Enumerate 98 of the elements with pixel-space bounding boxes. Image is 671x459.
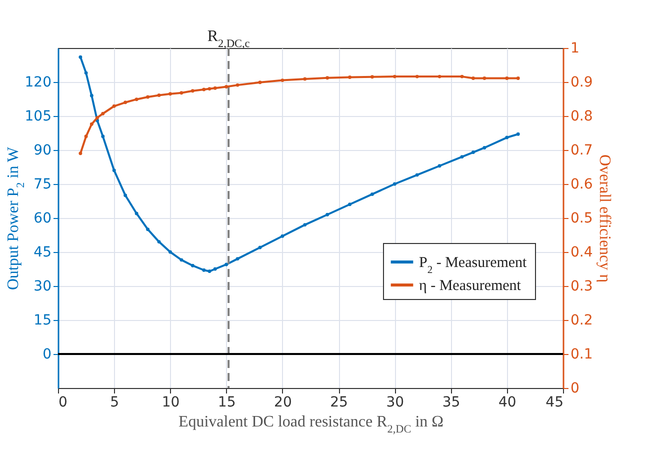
x-tick-label: 15: [218, 394, 236, 410]
x-tick-label: 25: [330, 394, 348, 410]
point: [180, 258, 184, 262]
point: [190, 89, 194, 93]
point: [202, 268, 206, 272]
x-tick-label: 0: [58, 394, 68, 410]
point: [460, 155, 464, 159]
x-tick-label: 30: [386, 394, 404, 410]
point: [438, 74, 442, 78]
y2-axis-title: Overall efficiency η: [596, 154, 613, 283]
x-axis-title: Equivalent DC load resistance R$_{2,DC}$ in Ω: [178, 414, 444, 436]
x-tick-label: 5: [110, 394, 120, 410]
point: [157, 240, 161, 244]
y2-tick-label: 0.7: [570, 142, 593, 158]
ref-line-label: R$_{2,DC,c}$: [207, 28, 250, 50]
point: [96, 116, 100, 120]
y2-tick-label: 0.8: [570, 108, 593, 124]
y2-tick-label: 0.1: [570, 346, 593, 362]
point: [84, 71, 88, 75]
point: [482, 76, 486, 80]
point: [303, 77, 307, 81]
x-tick-label: 10: [162, 394, 180, 410]
point: [258, 80, 262, 84]
point: [258, 246, 262, 250]
y-tick-label: 105: [24, 108, 52, 124]
y2-tick-label: 1: [570, 40, 580, 56]
point: [348, 76, 352, 79]
point: [370, 192, 374, 196]
y2-tick-label: 0.9: [570, 74, 593, 90]
point: [168, 92, 172, 96]
point: [124, 194, 128, 198]
point: [90, 94, 94, 98]
y2-tick-label: 0: [570, 380, 580, 396]
point: [236, 83, 240, 87]
point: [370, 75, 374, 79]
point: [78, 152, 82, 156]
x-tick-label: 35: [442, 394, 460, 410]
point: [213, 267, 217, 271]
point: [213, 86, 217, 90]
point: [112, 168, 116, 172]
y-tick-label: 0: [42, 346, 52, 362]
y-tick-label: 120: [24, 74, 52, 90]
point: [303, 223, 307, 227]
x-tick-label: 20: [274, 394, 292, 410]
point: [460, 74, 464, 78]
point: [224, 262, 228, 266]
y-tick-label: 60: [34, 210, 52, 226]
y2-tick-label: 0.6: [570, 176, 593, 192]
point: [516, 132, 520, 136]
legend-label: P$_{2}$ - Measurement: [419, 255, 528, 276]
point: [280, 234, 284, 238]
point: [101, 134, 105, 138]
point: [146, 228, 150, 232]
point: [236, 257, 240, 261]
y-tick-label: 75: [34, 176, 52, 192]
point: [280, 78, 284, 82]
point: [392, 74, 396, 78]
point: [348, 202, 352, 206]
point: [101, 112, 105, 116]
legend-label: η - Measurement: [419, 278, 522, 294]
y-tick-label: 30: [34, 278, 52, 294]
point: [415, 74, 419, 78]
y2-tick-label: 0.5: [570, 210, 593, 226]
point: [208, 87, 212, 91]
point: [208, 270, 212, 273]
y2-tick-label: 0.2: [570, 312, 593, 328]
point: [505, 76, 509, 80]
point: [415, 173, 419, 177]
point: [326, 76, 330, 80]
point: [180, 91, 184, 95]
point: [505, 136, 509, 140]
point: [224, 85, 228, 88]
point: [471, 150, 475, 154]
point: [146, 95, 150, 99]
x-tick-label: 45: [546, 394, 564, 410]
point: [134, 212, 138, 216]
y-tick-label: 45: [34, 244, 52, 260]
point: [326, 212, 330, 216]
point: [202, 88, 206, 92]
point: [134, 98, 138, 102]
point: [392, 182, 396, 186]
y-tick-label: 90: [34, 142, 52, 158]
point: [168, 250, 172, 254]
point: [190, 264, 194, 268]
x-tick-label: 40: [498, 394, 516, 410]
point: [90, 122, 94, 126]
point: [438, 164, 442, 168]
y-tick-label: 15: [34, 312, 52, 328]
y2-tick-label: 0.4: [570, 244, 593, 260]
point: [157, 94, 161, 97]
point: [124, 100, 128, 104]
point: [516, 76, 520, 80]
point: [84, 134, 88, 138]
point: [471, 76, 475, 80]
y2-tick-label: 0.3: [570, 278, 593, 294]
point: [112, 104, 116, 108]
point: [482, 146, 486, 150]
point: [78, 55, 82, 59]
